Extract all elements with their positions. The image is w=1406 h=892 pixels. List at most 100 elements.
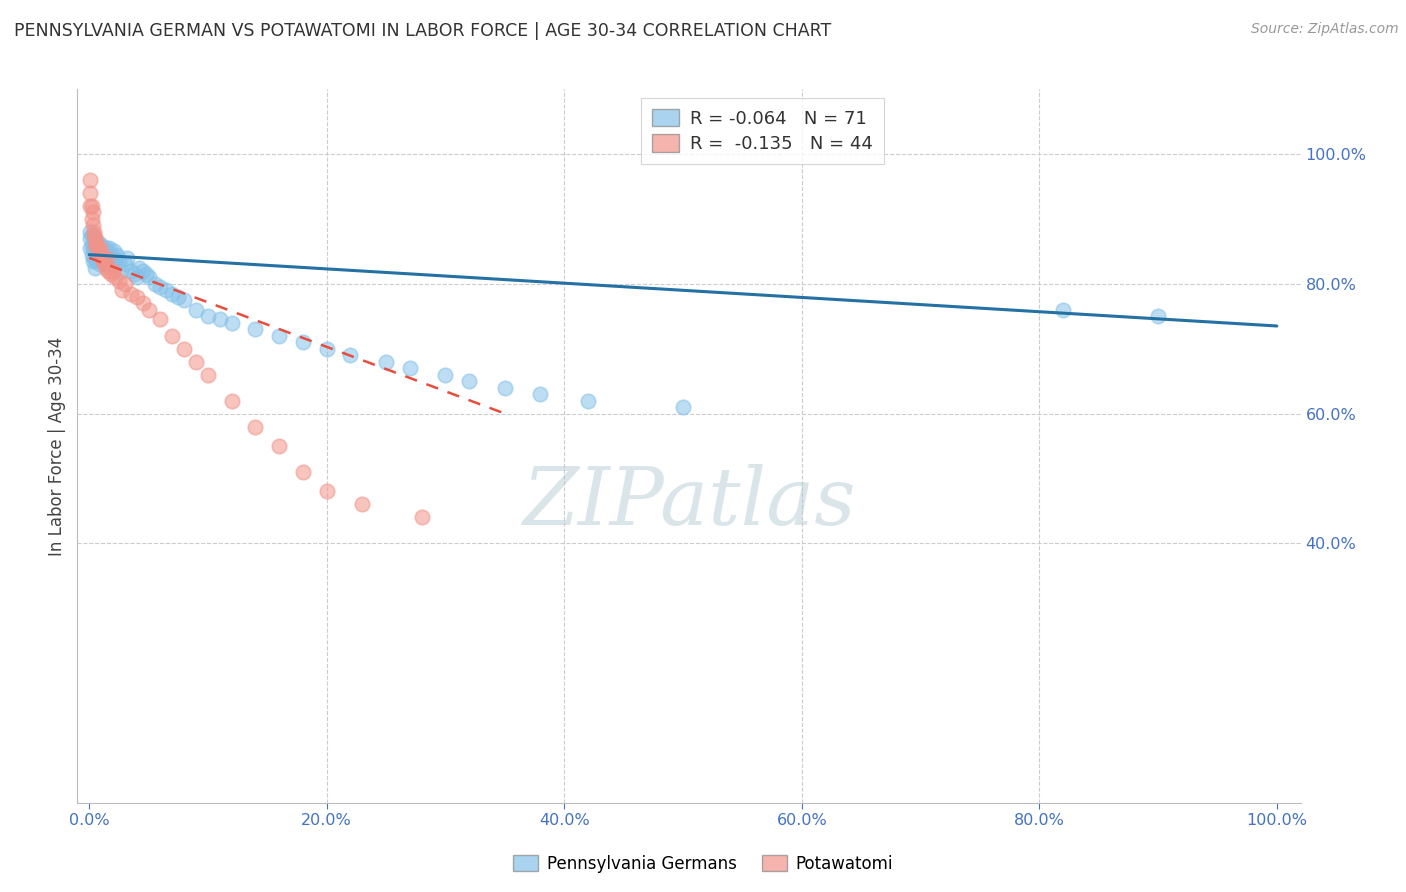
Point (173, 342, 195, 356)
Point (80, 238, 103, 252)
Point (138, 270, 160, 285)
Point (494, 381, 516, 395)
Point (90, 238, 112, 252)
Point (221, 316, 243, 330)
Legend: R = -0.064   N = 71, R =  -0.135   N = 44: R = -0.064 N = 71, R = -0.135 N = 44 (641, 98, 883, 164)
Point (79, 186, 101, 200)
Point (86, 235, 108, 249)
Point (245, 322, 267, 336)
Point (79, 173, 101, 187)
Point (105, 247, 128, 261)
Point (143, 277, 166, 291)
Point (79, 199, 101, 213)
Point (399, 361, 422, 376)
Point (90, 251, 112, 265)
Point (82, 219, 104, 233)
Point (86, 235, 108, 249)
Point (339, 348, 361, 362)
Point (114, 257, 136, 271)
Point (101, 264, 124, 278)
Point (411, 510, 433, 524)
Point (83, 251, 105, 265)
Point (100, 254, 122, 268)
Point (1052, 302, 1074, 317)
Point (103, 244, 125, 259)
Point (184, 302, 207, 317)
Point (100, 247, 122, 261)
Point (576, 393, 599, 408)
Point (89, 241, 111, 255)
Point (245, 419, 267, 434)
Point (82, 231, 104, 245)
Point (96, 244, 118, 259)
Point (149, 280, 172, 294)
Point (197, 368, 219, 382)
Point (221, 393, 243, 408)
Point (135, 267, 157, 281)
Point (291, 465, 314, 479)
Point (315, 484, 337, 499)
Point (269, 439, 291, 453)
Point (82, 254, 104, 268)
Point (104, 257, 127, 271)
Point (208, 312, 231, 326)
Point (115, 251, 138, 265)
Point (96, 257, 118, 271)
Point (173, 293, 195, 307)
Point (83, 238, 105, 252)
Point (131, 264, 153, 278)
Point (80, 199, 103, 213)
Point (269, 328, 291, 343)
Point (162, 328, 184, 343)
Point (91, 251, 114, 265)
Point (83, 225, 105, 239)
Point (93, 247, 115, 261)
Point (87, 244, 110, 259)
Point (96, 251, 118, 265)
Point (83, 228, 105, 243)
Point (162, 286, 184, 301)
Point (352, 497, 374, 511)
Point (89, 241, 111, 255)
Point (434, 368, 457, 382)
Point (131, 296, 153, 310)
Point (80, 211, 103, 226)
Point (124, 267, 146, 281)
Point (125, 270, 148, 285)
Point (167, 290, 190, 304)
Point (529, 387, 551, 401)
Point (97, 251, 120, 265)
Point (84, 231, 107, 245)
Point (110, 264, 132, 278)
Point (84, 244, 107, 259)
Point (375, 354, 398, 368)
Point (114, 277, 136, 291)
Point (84, 260, 107, 275)
Point (315, 342, 337, 356)
Point (138, 302, 160, 317)
Point (108, 274, 131, 288)
Point (100, 267, 122, 281)
Y-axis label: In Labor Force | Age 30-34: In Labor Force | Age 30-34 (48, 336, 66, 556)
Point (104, 270, 127, 285)
Text: ZIPatlas: ZIPatlas (522, 465, 856, 541)
Point (120, 264, 142, 278)
Point (125, 290, 148, 304)
Point (197, 310, 219, 324)
Point (93, 244, 115, 259)
Point (93, 254, 115, 268)
Point (111, 283, 134, 297)
Point (672, 400, 695, 414)
Point (94, 241, 117, 255)
Point (91, 254, 114, 268)
Point (79, 241, 101, 255)
Point (128, 260, 150, 275)
Point (291, 335, 314, 350)
Point (149, 312, 172, 326)
Text: Source: ZipAtlas.com: Source: ZipAtlas.com (1251, 22, 1399, 37)
Point (86, 254, 108, 268)
Point (97, 264, 120, 278)
Point (80, 228, 103, 243)
Point (120, 286, 142, 301)
Point (82, 205, 104, 219)
